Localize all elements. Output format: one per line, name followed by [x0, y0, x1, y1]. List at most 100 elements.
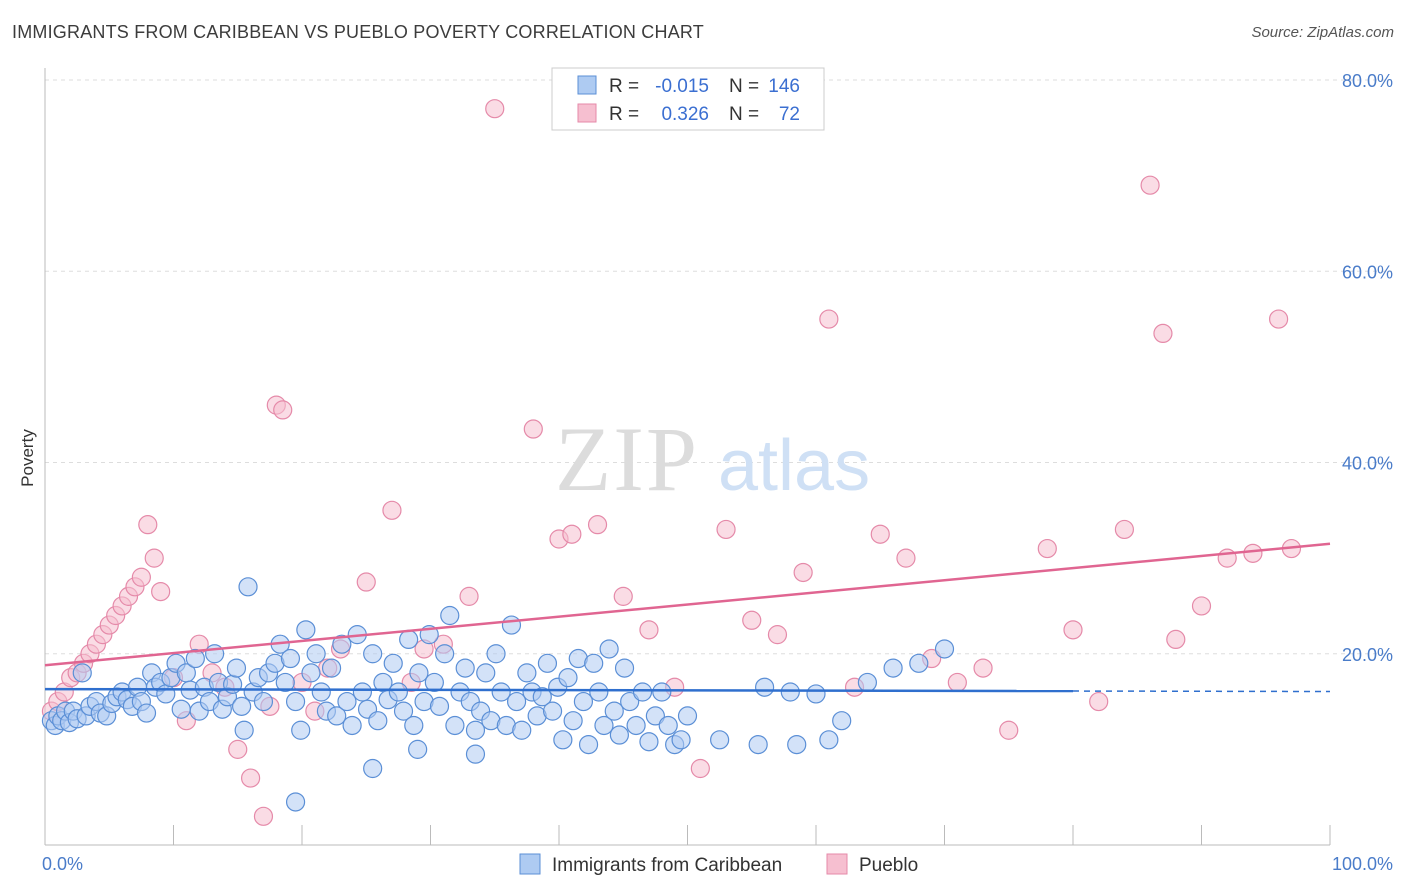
- caribbean-point-116: [620, 691, 640, 712]
- caribbean-point-53: [296, 620, 316, 640]
- caribbean-point-131: [883, 658, 903, 678]
- caribbean-point-91: [491, 682, 511, 702]
- caribbean-point-122: [658, 715, 678, 736]
- pueblo-point-65: [1153, 323, 1173, 344]
- caribbean-point-45: [253, 691, 274, 712]
- legend-r-label-2: R =: [609, 104, 639, 125]
- caribbean-point-110: [589, 682, 609, 702]
- caribbean-point-75: [409, 663, 429, 683]
- watermark-zip: ZIP: [555, 408, 699, 510]
- caribbean-point-126: [754, 677, 775, 697]
- caribbean-point-100: [537, 653, 558, 673]
- caribbean-point-64: [352, 682, 372, 702]
- series-swatch-pueblo: [826, 853, 848, 875]
- caribbean-point-112: [599, 639, 619, 659]
- x-tick-label-1: 100.0%: [1332, 854, 1393, 874]
- caribbean-point-94: [506, 691, 527, 712]
- caribbean-point-59: [327, 706, 347, 726]
- axes: [44, 68, 1331, 846]
- caribbean-point-71: [388, 682, 408, 702]
- series-name-pueblo: Pueblo: [859, 855, 918, 876]
- caribbean-point-21: [136, 703, 157, 723]
- series-name-caribbean: Immigrants from Caribbean: [552, 855, 782, 876]
- y-tick-label-2: 60.0%: [1342, 262, 1393, 282]
- pueblo-point-14: [131, 567, 151, 587]
- caribbean-point-80: [435, 644, 455, 664]
- pueblo-point-17: [151, 581, 171, 602]
- caribbean-point-72: [393, 701, 414, 721]
- y-tick-label-0: 20.0%: [1342, 645, 1393, 665]
- y-tick-label-1: 40.0%: [1342, 454, 1393, 474]
- source-label: Source: ZipAtlas.com: [1251, 24, 1394, 41]
- caribbean-point-8: [72, 663, 92, 683]
- caribbean-point-139: [710, 730, 730, 750]
- caribbean-point-40: [226, 658, 247, 678]
- caribbean-point-101: [542, 701, 563, 721]
- pueblo-point-25: [253, 806, 274, 826]
- pueblo-point-63: [1114, 519, 1135, 540]
- pueblo-point-45: [639, 620, 659, 640]
- legend-swatch-pueblo: [577, 103, 597, 123]
- pueblo-point-33: [356, 572, 376, 592]
- caribbean-point-121: [652, 682, 672, 702]
- pueblo-point-34: [382, 500, 402, 520]
- caribbean-point-60: [332, 634, 352, 654]
- caribbean-point-107: [573, 691, 594, 712]
- caribbean-point-61: [337, 691, 357, 712]
- pueblo-point-44: [613, 586, 633, 606]
- pueblo-point-55: [896, 548, 916, 568]
- pueblo-point-23: [228, 739, 248, 759]
- caribbean-point-127: [780, 682, 800, 702]
- caribbean-point-109: [584, 653, 604, 673]
- caribbean-point-135: [285, 792, 306, 812]
- caribbean-point-124: [671, 730, 691, 750]
- caribbean-point-134: [234, 720, 254, 740]
- caribbean-point-140: [748, 734, 768, 755]
- x-tick-labels: 0.0% 100.0%: [42, 854, 1393, 874]
- caribbean-point-84: [455, 658, 475, 678]
- caribbean-point-81: [440, 605, 460, 626]
- caribbean-point-58: [321, 658, 342, 678]
- caribbean-point-82: [445, 715, 465, 736]
- caribbean-point-118: [632, 682, 653, 702]
- caribbean-point-115: [614, 658, 635, 678]
- caribbean-point-42: [238, 577, 258, 597]
- y-axis-label: Poverty: [18, 429, 37, 487]
- caribbean-point-111: [594, 715, 614, 736]
- caribbean-point-99: [532, 687, 552, 707]
- caribbean-point-74: [404, 715, 424, 736]
- caribbean-point-54: [301, 663, 321, 683]
- legend-n-label-1: N =: [729, 76, 759, 97]
- caribbean-point-93: [501, 615, 522, 635]
- caribbean-point-50: [280, 648, 301, 669]
- caribbean-point-119: [639, 732, 659, 752]
- pueblo-point-15: [138, 515, 158, 535]
- legend-swatch-caribbean: [577, 75, 597, 95]
- caribbean-point-86: [465, 720, 486, 740]
- pueblo-point-58: [973, 658, 993, 678]
- caribbean-point-73: [399, 629, 419, 650]
- caribbean-point-138: [465, 744, 486, 764]
- pueblo-point-50: [767, 625, 788, 645]
- caribbean-point-104: [558, 668, 578, 688]
- pueblo-point-16: [144, 548, 164, 568]
- watermark-atlas: atlas: [718, 426, 870, 506]
- pueblo-point-43: [587, 515, 608, 535]
- pueblo-point-40: [523, 419, 543, 439]
- caribbean-point-56: [311, 682, 331, 702]
- legend-r-value-2: 0.326: [661, 104, 709, 125]
- caribbean-trend-line: [44, 687, 1074, 693]
- pueblo-point-28: [273, 400, 293, 420]
- caribbean-point-95: [512, 720, 532, 740]
- pueblo-point-70: [1268, 309, 1289, 329]
- pueblo-point-48: [716, 519, 736, 540]
- grid-lines: [45, 79, 1392, 655]
- series-swatch-caribbean: [519, 853, 541, 875]
- caribbean-point-41: [232, 696, 252, 716]
- caribbean-point-88: [476, 663, 496, 683]
- pueblo-point-67: [1191, 596, 1212, 616]
- legend-r-value-1: -0.015: [655, 76, 709, 97]
- pueblo-point-57: [947, 672, 967, 693]
- legend-n-value-2: 72: [779, 104, 800, 125]
- series-legend: Immigrants from Caribbean Pueblo: [519, 853, 918, 876]
